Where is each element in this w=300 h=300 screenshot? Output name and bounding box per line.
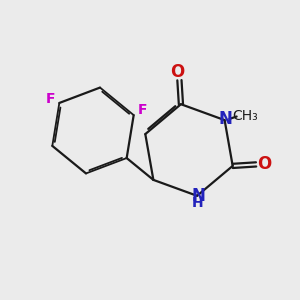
Text: CH₃: CH₃ [233,109,259,123]
Text: H: H [192,196,204,210]
Text: F: F [46,92,56,106]
Text: N: N [219,110,232,128]
Text: O: O [170,63,184,81]
Text: N: N [191,187,205,205]
Text: F: F [137,103,147,117]
Text: O: O [257,155,272,173]
